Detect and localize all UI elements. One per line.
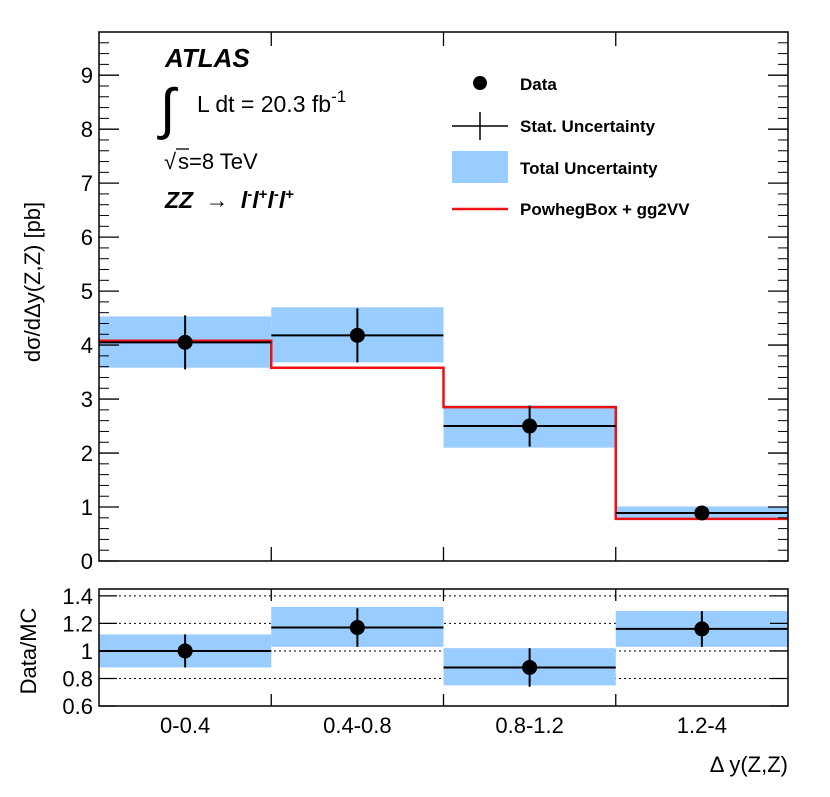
ratio-ytick-label-1.4: 1.4 [62,584,93,609]
legend-stat-label: Stat. Uncertainty [520,117,656,136]
ytick-label-4: 4 [81,333,93,358]
ratio-ytick-label-0.8: 0.8 [62,666,93,691]
ytick-label-2: 2 [81,441,93,466]
ratio-data-points [177,620,710,675]
ratio-point-0-0.4 [177,643,193,659]
ratio-axis-ticks: 0.6 0.81 1.21.4 [62,584,788,719]
ratio-panel: 0.6 0.81 1.21.4 0-0.4 0.4-0.8 0.8-1.2 1.2-4 D… [16,584,789,777]
ratio-point-1.2-4 [694,621,710,637]
luminosity-label: L dt = 20.3 fb-1 [197,87,346,117]
process-sup-4: + [285,186,294,203]
x-axis-title: Δ y(Z,Z) [710,752,788,777]
energy-label: s=8 TeV [178,149,258,174]
process-lepton-4: l [279,187,286,213]
ratio-point-0.8-1.2 [522,659,538,675]
main-total-uncertainty-bands [99,307,788,520]
ytick-label-5: 5 [81,279,93,304]
legend-total-swatch [452,151,508,183]
main-y-axis-title: dσ/dΔy(Z,Z) [pb] [20,202,45,362]
main-axis-ticks: 0 1 2 3 4 5 6 7 8 9 [81,31,788,574]
ratio-point-0.4-0.8 [349,620,365,636]
process-zz: ZZ [164,187,194,213]
x-category-label-0.8-1.2: 0.8-1.2 [495,713,564,738]
ratio-y-axis-title: Data/MC [16,607,41,694]
process-arrow: → [206,187,229,213]
legend: Data Stat. Uncertainty Total Uncertainty… [452,75,690,219]
process-sup-1: - [247,186,252,203]
plot-annotations: ATLAS ∫ L dt = 20.3 fb-1 √ s=8 TeV ZZ → … [157,43,346,213]
legend-total-label: Total Uncertainty [520,159,658,178]
integral-sign: ∫ [157,77,178,140]
main-mc-prediction [99,339,788,521]
process-sup-2: + [259,186,268,203]
atlas-label: ATLAS [164,43,250,73]
ytick-label-0: 0 [81,549,93,574]
ratio-total-uncertainty-bands [99,606,788,686]
ratio-ytick-label-1.2: 1.2 [62,611,93,636]
data-point-0.8-1.2 [522,418,538,434]
ytick-label-8: 8 [81,117,93,142]
data-point-1.2-4 [694,505,710,521]
legend-data-marker [473,76,487,90]
ytick-label-9: 9 [81,63,93,88]
legend-mc-label: PowhegBox + gg2VV [520,200,690,219]
luminosity-exponent: -1 [331,87,346,106]
data-point-0-0.4 [177,334,193,350]
mc-step-line [99,339,788,521]
ratio-ytick-label-0.6: 0.6 [62,694,93,719]
x-category-label-0-0.4: 0-0.4 [160,713,210,738]
ytick-label-1: 1 [81,495,93,520]
main-panel: 0 1 2 3 4 5 6 7 8 9 dσ/dΔy(Z,Z) [pb] [20,31,789,574]
process-sup-3: - [274,186,279,203]
process-lepton-3: l [267,187,274,213]
data-point-0.4-0.8 [349,327,365,343]
ytick-label-6: 6 [81,225,93,250]
ratio-ytick-label-1: 1 [81,639,93,664]
process-label: ZZ → l-l+l-l+ [164,186,294,213]
x-category-label-0.4-0.8: 0.4-0.8 [323,713,392,738]
ytick-label-7: 7 [81,171,93,196]
process-lepton-2: l [252,187,259,213]
process-lepton-1: l [241,187,248,213]
sqrt-sign: √ [164,149,177,174]
x-category-labels: 0-0.4 0.4-0.8 0.8-1.2 1.2-4 [160,713,727,738]
x-category-label-1.2-4: 1.2-4 [677,713,727,738]
legend-data-label: Data [520,75,557,94]
ytick-label-3: 3 [81,387,93,412]
main-data-points [177,327,710,521]
luminosity-text: L dt = 20.3 fb [197,91,331,117]
